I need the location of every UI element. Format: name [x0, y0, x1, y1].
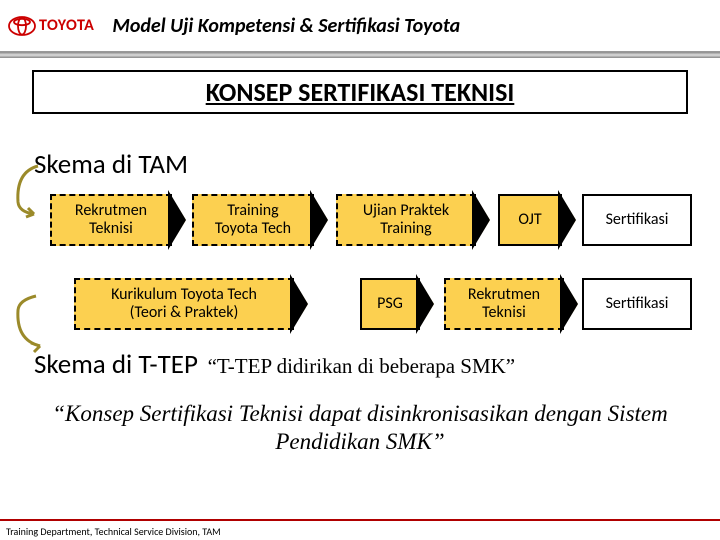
row2-box-2: PSG	[360, 278, 420, 330]
row1-box-2: Training Toyota Tech	[192, 194, 314, 246]
row1-box-3-label: Ujian Praktek Training	[363, 202, 449, 239]
row2-box-3-label: Rekrutmen Teknisi	[468, 286, 540, 323]
row2-box-1: Kurikulum Toyota Tech (Teori & Praktek)	[74, 278, 294, 330]
row1-box-5-label: Sertifikasi	[606, 211, 669, 229]
main-quote: “Konsep Sertifikasi Teknisi dapat disink…	[0, 400, 720, 455]
row1-box-4-label: OJT	[518, 211, 541, 229]
row1-box-2-label: Training Toyota Tech	[215, 202, 291, 239]
section2-title: Skema di T-TEP	[34, 348, 198, 381]
logo-text: TOYOTA	[39, 16, 94, 35]
section2-line: Skema di T-TEP “T-TEP didirikan di beber…	[34, 348, 515, 381]
row1-box-3: Ujian Praktek Training	[336, 194, 476, 246]
row1-box-4: OJT	[498, 194, 562, 246]
header-title: Model Uji Kompetensi & Sertifikasi Toyot…	[112, 14, 460, 38]
row1-box-5: Sertifikasi	[582, 194, 692, 246]
row1-box-1-label: Rekrutmen Teknisi	[75, 202, 147, 239]
gradient-divider	[0, 52, 720, 58]
toyota-logo-icon	[8, 16, 36, 36]
row2-box-3: Rekrutmen Teknisi	[444, 278, 564, 330]
row2-box-1-label: Kurikulum Toyota Tech (Teori & Praktek)	[111, 286, 257, 323]
curve-arrow-1-icon	[10, 162, 46, 222]
header: TOYOTA Model Uji Kompetensi & Sertifikas…	[0, 0, 720, 52]
row2-box-4-label: Sertifikasi	[606, 295, 669, 313]
toyota-logo: TOYOTA	[8, 16, 94, 36]
section2-quote: “T-TEP didirikan di beberapa SMK”	[208, 354, 516, 378]
row2-box-2-label: PSG	[377, 295, 403, 313]
section1-title: Skema di TAM	[34, 148, 188, 181]
row1-box-1: Rekrutmen Teknisi	[50, 194, 172, 246]
footer: Training Department, Technical Service D…	[0, 519, 720, 540]
concept-banner: KONSEP SERTIFIKASI TEKNISI	[32, 70, 688, 114]
row2-box-4: Sertifikasi	[582, 278, 692, 330]
